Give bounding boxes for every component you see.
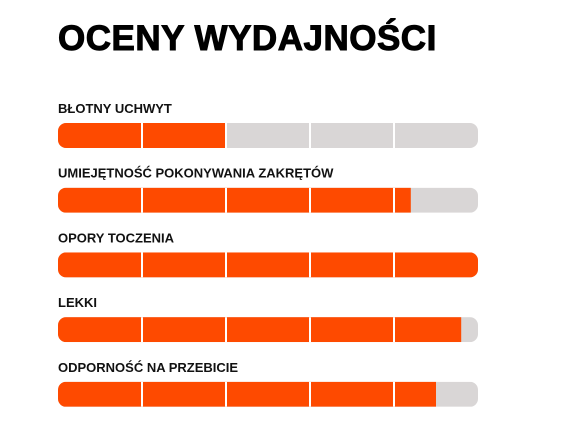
rating-bar xyxy=(58,123,478,148)
chart-title: OCENY WYDAJNOŚCI xyxy=(58,18,437,58)
rating-label: UMIEJĘTNOŚĆ POKONYWANIA ZAKRĘTÓW xyxy=(58,166,334,181)
rating-label: OPORY TOCZENIA xyxy=(58,230,175,245)
bar xyxy=(58,187,411,213)
rating-bar xyxy=(58,187,478,213)
rating-bar xyxy=(58,252,478,278)
rating-label: LEKKI xyxy=(58,295,97,310)
bar xyxy=(58,317,462,343)
rating-bar xyxy=(58,381,478,407)
rating-bar xyxy=(58,317,478,343)
bar xyxy=(58,252,478,278)
bar xyxy=(58,381,436,407)
rating-label: BŁOTNY UCHWYT xyxy=(58,101,172,116)
rating-label: ODPORNOŚĆ NA PRZEBICIE xyxy=(58,360,238,375)
